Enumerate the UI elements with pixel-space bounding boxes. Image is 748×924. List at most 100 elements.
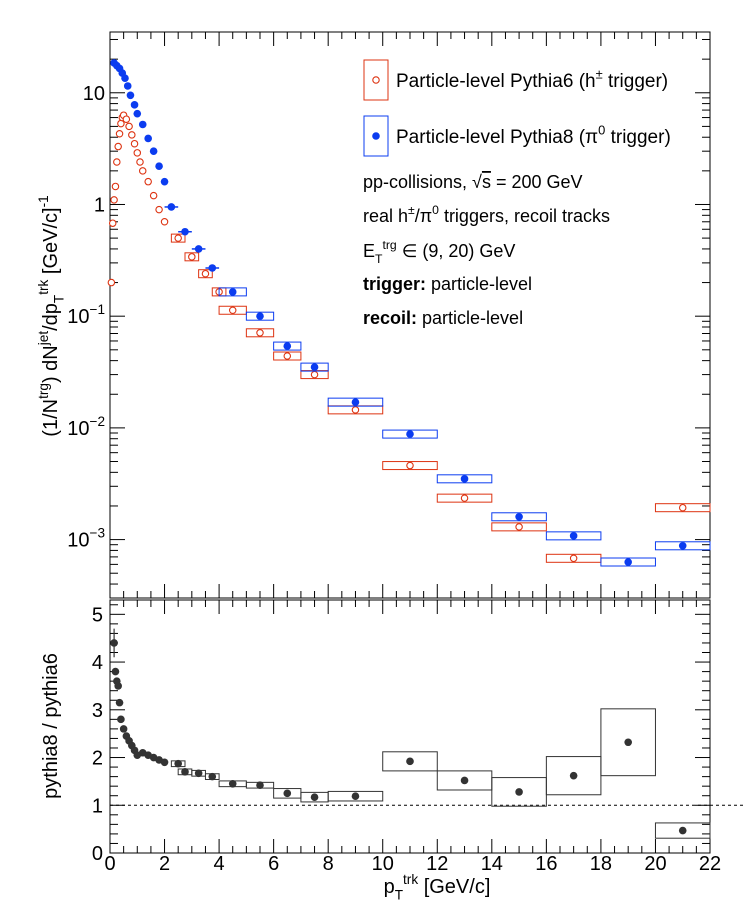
y-axis-title-bottom: pythia8 / pythia6	[40, 653, 62, 799]
error-box	[382, 751, 438, 772]
data-point	[128, 131, 136, 139]
text-span: 1	[94, 194, 105, 216]
data-point	[256, 329, 264, 337]
x-tick-label: 22	[699, 853, 721, 875]
x-tick-label: 18	[590, 853, 612, 875]
data-point	[115, 129, 124, 138]
text-span: /π	[415, 206, 432, 226]
error-box	[382, 429, 438, 439]
text-span: 10	[67, 306, 89, 328]
data-point	[624, 738, 632, 747]
data-point	[194, 769, 203, 778]
data-point	[122, 115, 131, 123]
text-span: Particle-level Pythia8 (π	[396, 127, 598, 148]
data-point	[138, 120, 147, 129]
data-point	[406, 461, 414, 470]
x-tick-label: 14	[481, 853, 503, 875]
annotation-line: pp-collisions, √s = 200 GeV	[363, 172, 583, 192]
legend-label: Particle-level Pythia6 (h± trigger)	[396, 66, 668, 92]
text-span: pp-collisions,	[363, 172, 472, 192]
data-point	[144, 177, 152, 186]
error-box	[382, 461, 438, 471]
text-span: Particle-level Pythia6 (h	[396, 71, 596, 92]
data-point	[174, 759, 182, 768]
data-point	[121, 74, 129, 83]
data-point	[119, 725, 128, 733]
legend-box	[363, 115, 389, 157]
data-point	[181, 768, 189, 776]
text-span: ) dN	[40, 345, 62, 383]
y-tick-label: 10−3	[67, 526, 105, 552]
x-tick-label: 6	[268, 853, 279, 875]
legend-marker	[372, 132, 380, 140]
data-point	[569, 554, 578, 563]
text-span: real h	[363, 206, 408, 226]
data-point	[201, 269, 210, 278]
text-span: trg	[382, 238, 396, 252]
text-span: trigger)	[605, 127, 670, 148]
x-tick-label: 20	[644, 853, 666, 875]
error-box	[491, 522, 547, 532]
data-point	[126, 91, 135, 100]
data-point	[130, 139, 139, 148]
data-point	[110, 196, 118, 204]
data-point	[115, 698, 124, 707]
data-point	[117, 119, 125, 128]
error-box	[245, 311, 275, 321]
data-point	[228, 779, 237, 788]
data-point	[149, 191, 158, 200]
data-point	[149, 147, 158, 155]
data-point	[351, 792, 360, 800]
data-point	[155, 162, 163, 171]
text-span: recoil:	[363, 308, 417, 328]
data-point	[123, 82, 132, 90]
x-axis-title: pTtrk [GeV/c]	[384, 872, 491, 902]
text-span: 0	[598, 122, 605, 137]
text-span: T	[375, 252, 383, 266]
data-point	[406, 430, 414, 438]
text-span: trigger)	[603, 71, 668, 92]
text-span: −3	[90, 526, 106, 541]
data-point	[515, 512, 523, 521]
data-point	[138, 167, 147, 175]
y-tick-label: 1	[92, 795, 103, 817]
text-span: E	[363, 241, 375, 261]
text-span: trg	[36, 383, 51, 399]
error-box	[170, 233, 186, 243]
text-span: s	[482, 172, 491, 192]
text-span: -1	[36, 195, 51, 207]
data-point	[310, 363, 319, 371]
text-span: 10	[67, 418, 89, 440]
y-tick-label: 10−2	[67, 414, 105, 440]
error-box	[198, 269, 213, 279]
error-box	[654, 541, 711, 551]
text-span: trigger:	[363, 274, 426, 294]
y-axis-title-top: (1/Ntrg) dNjet/dpTtrk [GeV/c]-1	[36, 195, 66, 436]
error-box	[327, 790, 384, 802]
data-point	[569, 771, 578, 780]
error-box	[245, 328, 275, 338]
data-point	[310, 793, 319, 801]
text-span: trk	[36, 279, 51, 294]
data-point	[111, 667, 120, 676]
error-box	[327, 397, 384, 407]
data-point	[181, 227, 189, 236]
error-box	[436, 493, 493, 503]
error-box	[600, 708, 656, 777]
data-point	[351, 406, 360, 414]
data-point	[160, 758, 169, 767]
data-point	[110, 639, 118, 647]
data-point	[460, 475, 469, 483]
y-tick-label: 1	[94, 194, 105, 216]
data-point	[136, 158, 144, 166]
x-tick-label: 2	[159, 853, 170, 875]
annotation-line: recoil: particle-level	[363, 308, 523, 328]
text-span: (1/N	[40, 399, 62, 437]
data-point	[155, 205, 163, 214]
data-point	[133, 149, 142, 157]
data-point	[107, 278, 116, 287]
error-box	[300, 362, 329, 372]
text-span: p	[384, 876, 395, 898]
